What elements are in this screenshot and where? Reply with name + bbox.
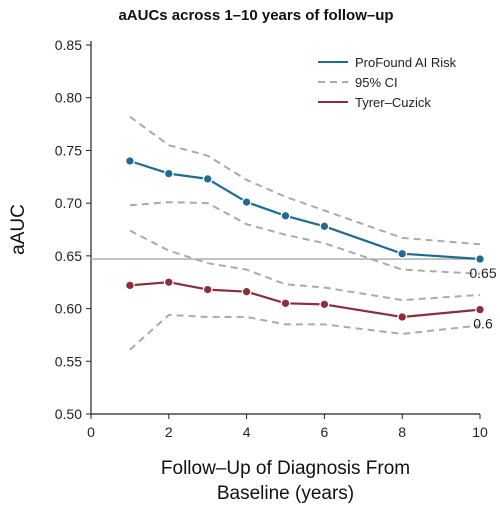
ci-line [129,115,481,246]
series-0 [124,156,485,264]
y-tick-label: 0.70 [55,195,82,211]
series-1 [129,115,481,246]
x-axis-label-line-2: Baseline (years) [217,483,354,504]
data-point [202,173,213,184]
y-tick-label: 0.50 [55,406,82,422]
x-tick-label: 10 [472,424,488,440]
data-point [163,277,174,288]
data-label: 0.65 [469,265,496,281]
x-axis-label-line-1: Follow–Up of Diagnosis From [161,458,410,479]
y-tick-label: 0.60 [55,301,82,317]
data-point [202,284,213,295]
ci-line [129,229,481,302]
series-5 [129,313,481,351]
data-point [319,221,330,232]
data-point [319,299,330,310]
series-2 [129,201,481,275]
data-point [397,248,408,259]
x-tick-label: 8 [398,424,406,440]
series-line [129,159,481,261]
series-4 [129,229,481,302]
x-tick-label: 2 [165,424,173,440]
plot-area: 0.50 0.55 0.60 0.65 0.70 0.75 0.80 0.85 0 2 4 6 8 10… [55,37,497,440]
chart-title: aAUCs across 1–10 years of follow–up [118,7,393,24]
y-tick-label: 0.85 [55,37,82,53]
legend: ProFound AI Risk 95% CI Tyrer–Cuzick [318,55,457,110]
x-ticks: 0 2 4 6 8 10 [87,414,488,440]
data-label: 0.6 [473,316,493,332]
series-3 [124,277,485,322]
data-point [241,197,252,208]
x-tick-label: 0 [87,424,95,440]
data-point [475,304,485,315]
data-point [397,312,408,322]
legend-item: ProFound AI Risk [318,55,457,70]
legend-label: 95% CI [355,75,398,90]
x-tick-label: 4 [243,424,251,440]
data-point [124,156,135,166]
legend-item: Tyrer–Cuzick [318,95,431,110]
ci-line [129,313,481,351]
data-point [280,298,291,309]
y-axis-label: aAUC [8,204,29,255]
y-tick-label: 0.55 [55,353,82,369]
ci-line [129,201,481,275]
y-tick-label: 0.65 [55,248,82,264]
legend-item: 95% CI [318,75,398,90]
y-tick-label: 0.75 [55,142,82,158]
y-tick-label: 0.80 [55,90,82,106]
series-layer [124,115,485,351]
data-point [475,254,485,264]
y-ticks: 0.50 0.55 0.60 0.65 0.70 0.75 0.80 0.85 [55,37,91,422]
x-tick-label: 6 [321,424,329,440]
legend-label: Tyrer–Cuzick [355,95,431,110]
legend-label: ProFound AI Risk [355,55,457,70]
data-point [124,280,135,291]
data-point [241,286,252,297]
data-point [280,210,291,221]
annotation-layer: 0.65 0.6 [469,265,496,332]
series-line [129,281,481,319]
data-point [163,168,174,179]
